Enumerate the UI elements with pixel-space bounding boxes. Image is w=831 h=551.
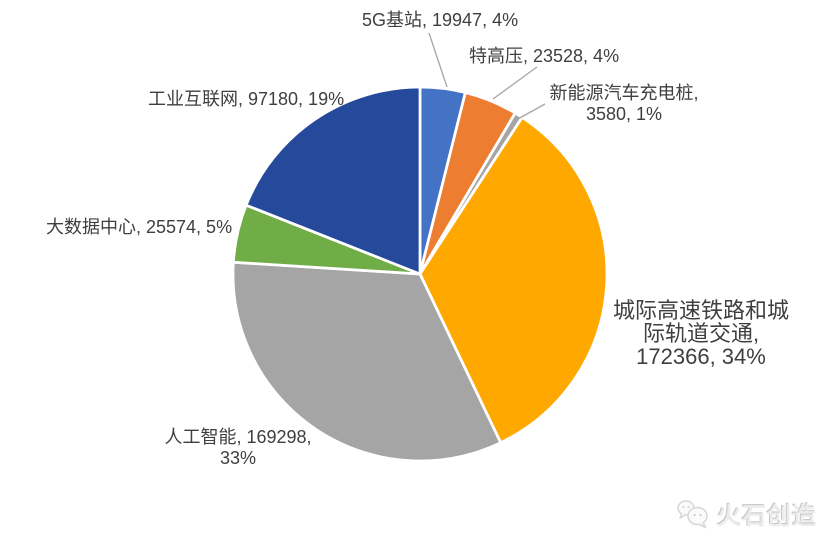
label-dashuju-zhongxin: 大数据中心, 25574, 5%: [46, 217, 233, 237]
pie-slice-4: [418, 116, 609, 445]
huoshi-watermark: 火石创造: [676, 496, 817, 531]
label-gongye-hulianwang: 工业互联网, 97180, 19%: [148, 89, 345, 109]
label-xinnengyuan-chongdianzhuang: 新能源汽车充电桩, 3580, 1%: [549, 83, 699, 124]
label-chengji-guidao-jiaotong: 城际高速铁路和城 际轨道交通, 172366, 34%: [612, 298, 789, 369]
label-5g-jizhan: 5G基站, 19947, 4%: [362, 10, 519, 30]
leader-line-xinnengyuan: [517, 103, 546, 120]
watermark-text: 火石创造: [717, 503, 817, 530]
label-tegaoya: 特高压, 23528, 4%: [469, 46, 620, 66]
pie-slice-7: [244, 85, 422, 276]
pie-slice-5: [231, 260, 503, 463]
chat-bubbles-icon: [677, 499, 708, 528]
label-rengong-zhineng: 人工智能, 169298, 33%: [164, 427, 312, 468]
leader-line-5g: [428, 32, 448, 88]
leader-line-tegaoya: [492, 66, 538, 100]
